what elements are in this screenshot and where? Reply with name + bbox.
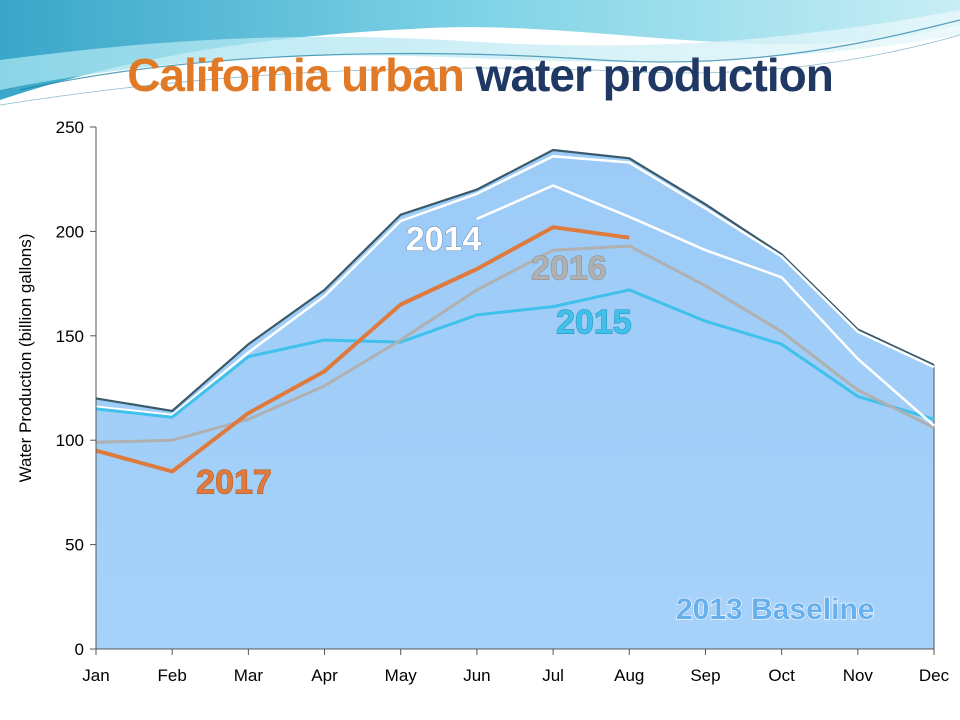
x-tick-label-apr: Apr [311,666,338,685]
y-tick-label: 50 [65,536,84,555]
y-tick-label: 0 [75,640,84,659]
series-line-2014 [95,154,935,417]
series-line-2014-overlay [476,184,935,427]
series-line-2017 [95,225,630,474]
x-tick-label-dec: Dec [919,666,950,685]
title-part-water-production: water production [475,49,834,101]
baseline-label: 2013 Baseline [676,593,874,626]
y-tick-label: 150 [56,327,84,346]
y-tick-label: 200 [56,222,84,241]
x-tick-label-may: May [385,666,418,685]
series-label-2015: 2015 [556,303,632,341]
series-line-2015 [95,288,935,421]
series-lines-group [95,154,935,474]
y-tick-label: 250 [56,118,84,137]
axes-group: 0 50 100 150 200 250 Jan Feb Mar Apr May Jun Jul Aug S… [16,118,950,685]
title-part-california-urban: California urban [127,49,465,101]
y-tick-label: 100 [56,431,84,450]
series-label-2016: 2016 [531,249,607,287]
series-labels-group: 2014 2016 2015 2017 2013 Baseline [196,220,875,627]
baseline-area-edge [95,148,935,413]
x-tick-label-aug: Aug [614,666,644,685]
x-tick-label-nov: Nov [843,666,874,685]
x-tick-label-jul: Jul [542,666,564,685]
x-tick-label-oct: Oct [768,666,795,685]
baseline-area [96,150,934,649]
x-tick-label-jan: Jan [82,666,109,685]
header-wave-banner [0,0,960,106]
x-tick-label-feb: Feb [158,666,187,685]
x-tick-label-jun: Jun [463,666,490,685]
x-tick-label-sep: Sep [690,666,720,685]
y-axis-title: Water Production (billion gallons) [16,234,35,483]
baseline-area-group [95,148,935,649]
series-label-2014: 2014 [406,220,482,258]
series-label-2017: 2017 [196,464,272,502]
x-tick-label-mar: Mar [234,666,264,685]
page-title: California urban water production [0,48,960,102]
